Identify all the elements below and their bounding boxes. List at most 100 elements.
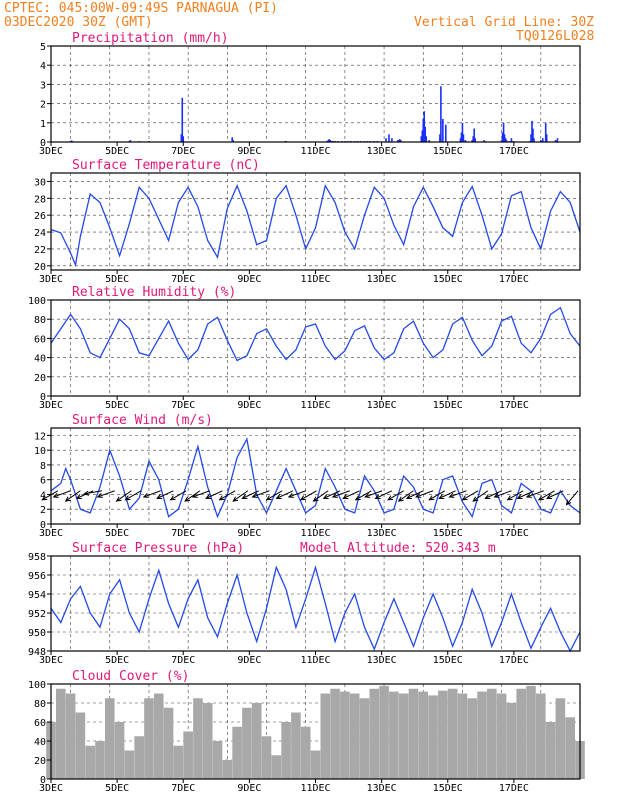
humidity-xtick-label: 7DEC	[171, 400, 195, 411]
wind-xtick-label: 15DEC	[433, 528, 463, 539]
temperature-xtick-label: 7DEC	[171, 274, 195, 285]
precipitation-bar	[459, 138, 462, 142]
cloud-cover-bar	[153, 693, 164, 779]
cloud-cover-bar	[222, 760, 233, 779]
wind-arrow	[275, 490, 294, 499]
humidity-xtick-label: 11DEC	[300, 400, 330, 411]
wind-xtick-label: 13DEC	[367, 528, 397, 539]
cloud-cover-bar	[134, 736, 144, 779]
humidity-ytick-label: 60	[34, 334, 46, 345]
wind-arrow-head	[184, 496, 191, 502]
wind-arrow-shaft	[472, 490, 489, 502]
precipitation-bar	[399, 140, 402, 142]
wind-arrow-head	[142, 492, 149, 498]
cloud-cover-ytick-label: 60	[34, 718, 46, 729]
wind-arrow-shaft	[266, 490, 283, 501]
pressure-xtick-label: 3DEC	[39, 655, 63, 666]
pressure-ytick-label: 954	[28, 590, 46, 601]
wind-arrow	[472, 490, 489, 502]
wind-arrow	[142, 490, 161, 498]
precipitation-bar	[421, 130, 424, 142]
pressure-ytick-label: 952	[28, 609, 46, 620]
cloud-cover-bar	[487, 688, 497, 779]
cloud-cover-bar	[340, 691, 350, 779]
precipitation-ytick-label: 5	[40, 42, 46, 53]
wind-xtick-label: 9DEC	[237, 528, 261, 539]
temperature-title: Surface Temperature (nC)	[72, 158, 260, 173]
pressure-xtick-label: 15DEC	[433, 655, 463, 666]
cloud-cover-xtick-label: 3DEC	[39, 783, 63, 794]
cloud-cover-bar	[349, 693, 360, 779]
wind-arrow-shaft	[125, 490, 142, 501]
pressure-xtick-label: 7DEC	[171, 655, 195, 666]
wind-series-line	[50, 437, 581, 519]
wind-arrow-shaft	[439, 490, 456, 499]
precipitation-bar	[503, 134, 506, 142]
wind-arrow-head	[537, 495, 544, 501]
header-vertical-grid: Vertical Grid Line: 30Z	[414, 15, 594, 30]
wind-arrow-head	[312, 496, 319, 502]
wind-arrow	[387, 490, 404, 501]
wind-arrow-head	[525, 492, 532, 498]
wind-arrow-head	[241, 494, 248, 499]
humidity-xtick-label: 5DEC	[105, 400, 129, 411]
cloud-cover-bar	[163, 707, 174, 779]
cloud-cover-bar	[516, 688, 527, 779]
cloud-cover-ytick-label: 20	[34, 756, 46, 767]
wind-arrow-head	[64, 496, 71, 502]
pressure-title: Surface Pressure (hPa)	[72, 541, 244, 556]
humidity-xtick-label: 13DEC	[367, 400, 397, 411]
wind-title: Surface Wind (m/s)	[72, 413, 213, 428]
wind-arrow	[83, 490, 103, 496]
wind-arrow	[331, 490, 350, 498]
wind-arrow-shaft	[449, 490, 467, 498]
wind-arrow	[448, 490, 467, 498]
precipitation-xtick-label: 5DEC	[105, 146, 129, 157]
temperature-ytick-label: 28	[34, 194, 46, 205]
precipitation-bar	[502, 122, 505, 142]
wind-arrow-head	[322, 494, 329, 499]
wind-arrow-shaft	[332, 490, 350, 498]
wind-arrow-head	[96, 492, 103, 498]
wind-arrow-shaft	[143, 490, 161, 498]
wind-arrow	[525, 490, 544, 498]
cloud-cover-xtick-label: 15DEC	[433, 783, 463, 794]
wind-arrow-head	[493, 492, 500, 498]
precipitation-bar	[483, 140, 485, 142]
wind-ytick-label: 0	[40, 520, 46, 531]
precipitation-ytick-label: 3	[40, 80, 46, 91]
precipitation-panel: 0 1 2 3 4 5 3DEC 5DEC 7DEC 9DEC 11DEC 13DEC 15DEC 17D…	[39, 31, 581, 157]
wind-arrow-shaft	[252, 490, 270, 498]
temperature-ytick-label: 24	[34, 228, 46, 239]
humidity-panel: 0 20 40 60 80 100 3DEC 5DEC 7DEC 9DEC 11DEC 13DEC 15…	[28, 285, 581, 411]
cloud-cover-bar	[232, 726, 242, 779]
wind-arrow	[124, 490, 142, 501]
wind-arrow-shaft	[300, 490, 317, 501]
precipitation-bar	[385, 138, 387, 142]
temperature-xtick-label: 9DEC	[237, 274, 261, 285]
humidity-title: Relative Humidity (%)	[72, 285, 236, 300]
header-date: 03DEC2020 30Z (GMT)	[4, 15, 153, 30]
wind-arrow-shaft	[365, 490, 383, 498]
cloud-cover-bar	[251, 703, 262, 779]
cloud-cover-xtick-label: 17DEC	[499, 783, 529, 794]
precipitation-bar	[444, 124, 447, 142]
wind-frame	[50, 427, 581, 525]
cloud-cover-bar	[104, 698, 115, 779]
wind-arrow-shaft	[517, 490, 535, 499]
precipitation-bar	[231, 137, 234, 142]
wind-arrow-shaft	[42, 490, 59, 501]
cloud-cover-bar	[95, 741, 105, 779]
humidity-xtick-label: 3DEC	[39, 400, 63, 411]
cloud-cover-bar	[506, 703, 517, 779]
temperature-ytick-label: 20	[34, 262, 46, 273]
cloud-cover-bar	[379, 685, 389, 779]
wind-arrow	[537, 490, 555, 501]
wind-arrow-head	[275, 494, 282, 499]
wind-xtick-label: 3DEC	[39, 528, 63, 539]
wind-xtick-label: 11DEC	[300, 528, 330, 539]
wind-arrow-head	[75, 494, 82, 499]
wind-ytick-label: 6	[40, 476, 46, 487]
wind-arrow-head	[516, 494, 523, 499]
precipitation-bar	[327, 140, 330, 142]
